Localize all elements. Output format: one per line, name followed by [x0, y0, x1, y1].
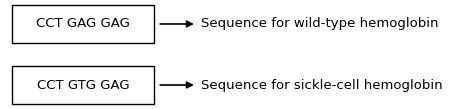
Text: Sequence for sickle-cell hemoglobin: Sequence for sickle-cell hemoglobin — [201, 78, 443, 92]
Text: CCT GTG GAG: CCT GTG GAG — [36, 78, 129, 92]
FancyBboxPatch shape — [12, 5, 154, 43]
FancyBboxPatch shape — [12, 66, 154, 104]
Text: Sequence for wild-type hemoglobin: Sequence for wild-type hemoglobin — [201, 17, 439, 31]
Text: CCT GAG GAG: CCT GAG GAG — [36, 17, 130, 31]
